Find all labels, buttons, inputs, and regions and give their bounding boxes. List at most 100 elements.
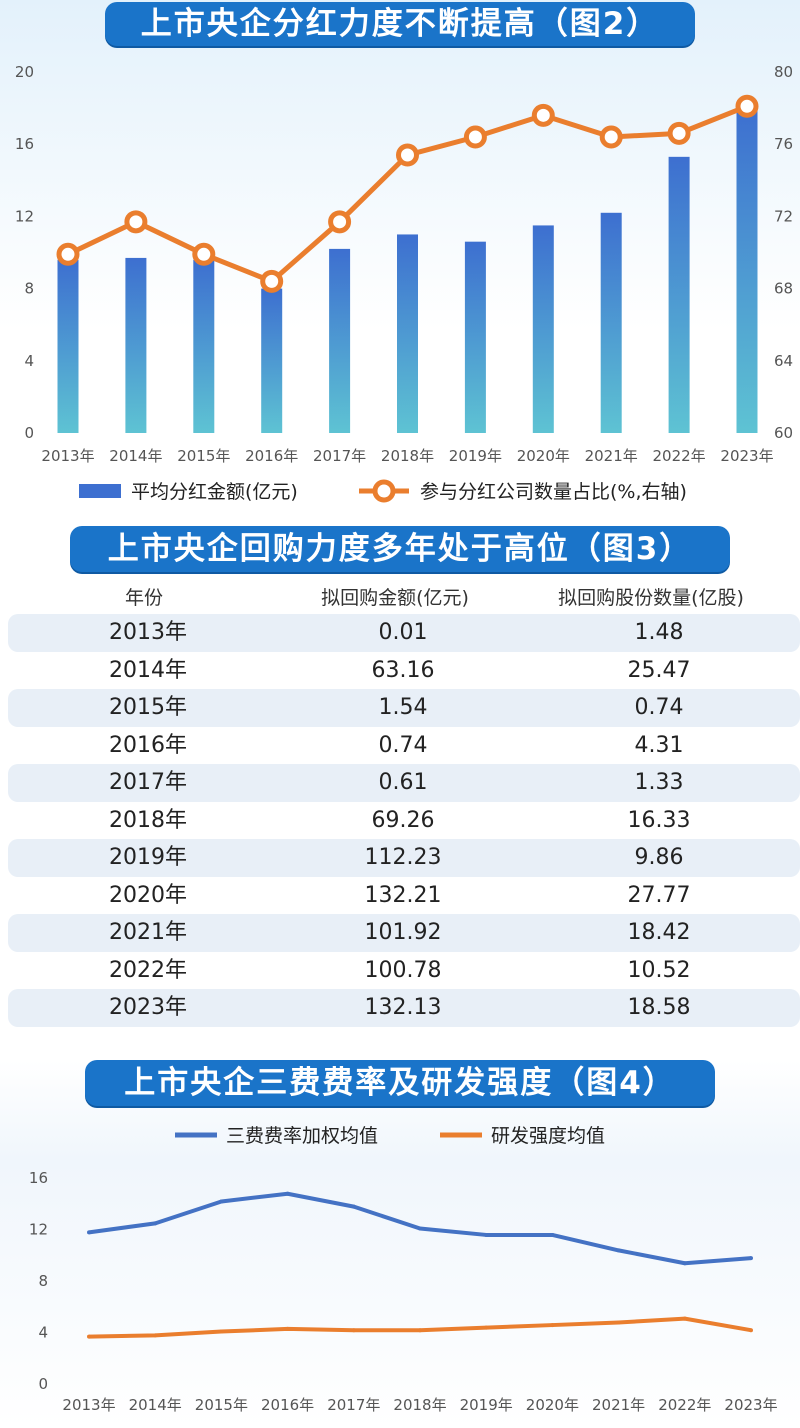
figure2-title-banner: 上市央企分红力度不断提高（图2）: [105, 2, 695, 46]
cell-buyback-shares: 25.47: [627, 657, 691, 683]
x-axis-tick-label: 2023年: [720, 447, 773, 465]
x-axis-tick-label: 2019年: [460, 1396, 513, 1414]
line-expense-ratio-point: [285, 1191, 290, 1196]
line-point-dividend-ratio: [463, 125, 487, 149]
line-expense-ratio-point: [749, 1256, 753, 1261]
bar-average-dividend: [668, 156, 690, 433]
line-rd-intensity-point: [87, 1334, 91, 1339]
left-axis-tick-label: 12: [15, 207, 34, 225]
bar-average-dividend: [261, 288, 283, 433]
cell-buyback-shares: 18.58: [627, 995, 691, 1020]
table-row: 2018年 69.26 16.33: [8, 802, 800, 840]
x-axis-tick-label: 2018年: [381, 447, 434, 465]
cell-buyback-amount: 100.78: [364, 957, 442, 983]
legend-swatch-bar: [79, 484, 121, 498]
table-row: 2017年 0.61 1.33: [8, 764, 800, 802]
right-axis-tick-label: 72: [774, 207, 793, 225]
line-expense-ratio-point: [616, 1248, 621, 1253]
right-axis-tick-label: 60: [774, 424, 793, 442]
table-row: 2013年 0.01 1.48: [8, 614, 800, 652]
x-axis-tick-label: 2013年: [41, 447, 94, 465]
line-rd-intensity-point: [550, 1323, 555, 1328]
figure4-title-banner: 上市央企三费费率及研发强度（图4）: [85, 1060, 715, 1106]
column-header-year: 年份: [124, 587, 163, 609]
right-axis-tick-label: 80: [774, 63, 793, 81]
x-axis-tick-label: 2021年: [592, 1396, 645, 1414]
cell-year: 2014年: [109, 657, 187, 683]
legend-label-expense: 三费费率加权均值: [226, 1125, 378, 1147]
bar-average-dividend: [193, 259, 215, 433]
cell-buyback-amount: 132.21: [364, 882, 442, 908]
left-axis-tick-label: 16: [15, 135, 34, 153]
cell-year: 2018年: [109, 807, 187, 833]
left-axis-tick-label: 4: [24, 352, 34, 370]
line-rd-intensity-point: [484, 1325, 489, 1330]
column-header-shares: 拟回购股份数量(亿股): [558, 587, 744, 609]
line-rd-intensity: [88, 1316, 752, 1339]
right-axis-tick-label: 64: [774, 352, 793, 370]
line-point-dividend-ratio: [328, 210, 352, 234]
bar-average-dividend: [397, 234, 418, 433]
cell-buyback-shares: 16.33: [627, 807, 691, 833]
table-row: 2019年 112.23 9.86: [8, 839, 800, 877]
bar-average-dividend: [329, 248, 351, 433]
right-axis-tick-label: 68: [774, 280, 793, 298]
x-axis-tick-label: 2023年: [724, 1396, 777, 1414]
cell-buyback-amount: 132.13: [364, 995, 442, 1020]
line-point-dividend-ratio: [396, 143, 419, 167]
cell-buyback-shares: 10.52: [627, 957, 691, 983]
table-row: 2020年 132.21 27.77: [8, 877, 800, 915]
cell-buyback-amount: 1.54: [378, 695, 428, 720]
line-rd-intensity-point: [616, 1320, 621, 1325]
x-axis-tick-label: 2014年: [109, 447, 162, 465]
line-point-dividend-ratio: [599, 125, 623, 149]
legend-label-rd: 研发强度均值: [491, 1125, 605, 1147]
line-rd-intensity-point: [219, 1329, 224, 1334]
line-rd-intensity-point: [351, 1328, 356, 1333]
x-axis-tick-label: 2019年: [449, 447, 502, 465]
bar-average-dividend: [600, 212, 622, 433]
bar-average-dividend: [736, 108, 758, 433]
cell-buyback-shares: 1.33: [634, 770, 684, 795]
cell-buyback-amount: 0.01: [378, 620, 428, 645]
line-expense-ratio-point: [219, 1199, 224, 1204]
line-expense-ratio-point: [87, 1230, 91, 1235]
cell-buyback-amount: 112.23: [364, 845, 442, 870]
cell-year: 2017年: [109, 770, 187, 795]
cell-buyback-amount: 101.92: [364, 920, 442, 945]
x-axis-tick-label: 2022年: [653, 447, 706, 465]
cell-year: 2021年: [109, 920, 187, 945]
x-axis-tick-label: 2014年: [129, 1396, 182, 1414]
bar-average-dividend: [532, 225, 554, 433]
line-rd-intensity-point: [749, 1328, 753, 1333]
cell-buyback-shares: 0.74: [634, 695, 684, 720]
cell-buyback-amount: 69.26: [371, 807, 435, 833]
y-axis-tick-label: 16: [29, 1169, 48, 1187]
y-axis-tick-label: 12: [29, 1221, 48, 1239]
x-axis-tick-label: 2013年: [62, 1396, 115, 1414]
line-expense-ratio-point: [418, 1226, 422, 1231]
left-axis-tick-label: 20: [15, 63, 34, 81]
line-point-dividend-ratio: [192, 242, 216, 266]
x-axis-tick-label: 2021年: [585, 447, 638, 465]
x-axis-tick-label: 2015年: [195, 1396, 248, 1414]
y-axis-tick-label: 4: [38, 1324, 48, 1342]
table-header: 年份 拟回购金额(亿元) 拟回购股份数量(亿股): [8, 582, 800, 614]
left-axis-tick-label: 8: [24, 280, 34, 298]
cell-year: 2015年: [109, 695, 187, 720]
cell-year: 2023年: [109, 995, 187, 1020]
line-point-dividend-ratio: [56, 242, 80, 266]
line-rd-intensity-point: [682, 1316, 687, 1321]
cell-buyback-shares: 1.48: [634, 620, 684, 645]
table-row: 2023年 132.13 18.58: [8, 989, 800, 1027]
x-axis-tick-label: 2016年: [245, 447, 298, 465]
line-expense-ratio-point: [682, 1261, 687, 1266]
bar-average-dividend: [464, 241, 486, 433]
line-point-dividend-ratio: [735, 94, 759, 118]
legend-label-line: 参与分红公司数量占比(%,右轴): [420, 481, 687, 503]
x-axis-tick-label: 2017年: [327, 1396, 380, 1414]
bar-average-dividend: [125, 257, 147, 433]
buyback-table: 年份 拟回购金额(亿元) 拟回购股份数量(亿股) 2013年 0.01 1.48 20…: [8, 582, 800, 1027]
cell-buyback-shares: 4.31: [634, 732, 684, 758]
